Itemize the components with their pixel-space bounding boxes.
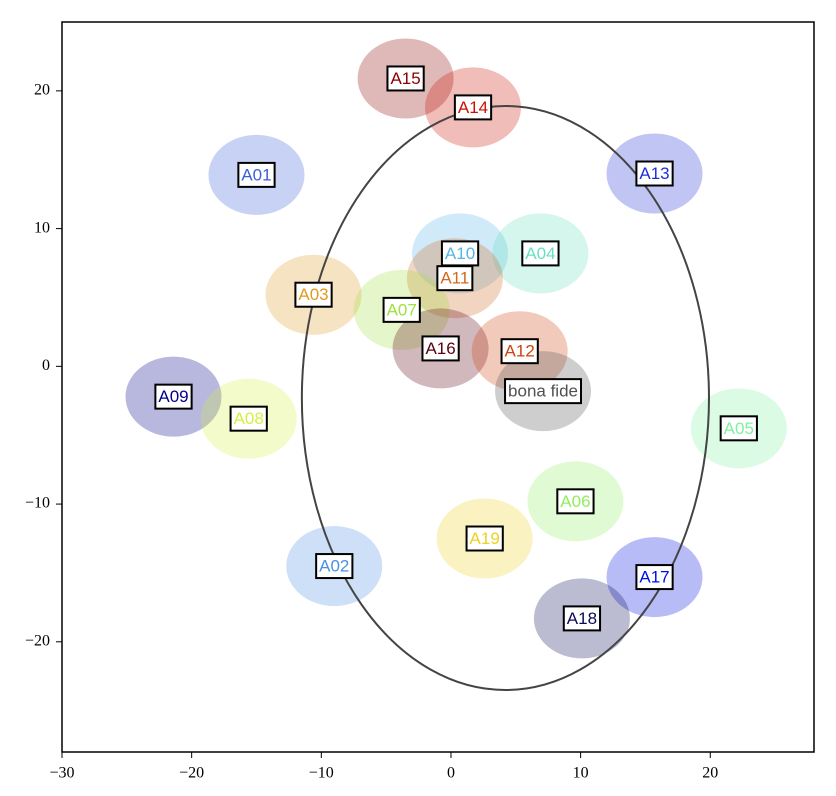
y-tick-label: 10 xyxy=(34,219,50,236)
label-box xyxy=(500,338,539,365)
label-text: A04 xyxy=(525,244,555,263)
label-text: A01 xyxy=(241,165,271,184)
y-tick-label: −10 xyxy=(25,495,50,512)
cluster-label: A13 xyxy=(635,160,674,187)
label-text: A16 xyxy=(425,339,455,358)
label-box xyxy=(635,160,674,187)
label-box xyxy=(465,525,504,552)
label-box xyxy=(504,378,582,405)
label-text: A10 xyxy=(445,244,475,263)
x-tick-label: 20 xyxy=(702,765,718,782)
label-text: A05 xyxy=(724,419,754,438)
bona-fide-ellipse xyxy=(300,105,710,692)
label-text: A02 xyxy=(319,557,349,576)
plot-frame xyxy=(61,21,815,753)
cluster-label: A16 xyxy=(421,335,460,362)
cluster-label: A03 xyxy=(294,281,333,308)
x-tick-label: −20 xyxy=(179,765,204,782)
label-text: A13 xyxy=(639,164,669,183)
cluster-label: A04 xyxy=(521,240,560,267)
label-box xyxy=(237,161,276,188)
label-box xyxy=(229,405,268,432)
label-text: A03 xyxy=(298,285,328,304)
label-text: A19 xyxy=(470,529,500,548)
cluster-label: A06 xyxy=(556,488,595,515)
label-text: A14 xyxy=(458,98,488,117)
label-text: A08 xyxy=(234,409,264,428)
x-tick-label: 10 xyxy=(573,765,589,782)
x-tick-label: −30 xyxy=(49,765,74,782)
label-text: A15 xyxy=(390,69,420,88)
label-box xyxy=(294,281,333,308)
x-tick-label: 0 xyxy=(447,765,455,782)
cluster-label: bona fide xyxy=(504,378,582,405)
label-text: A06 xyxy=(560,492,590,511)
label-box xyxy=(154,383,193,410)
label-box xyxy=(386,65,425,92)
label-box xyxy=(382,296,421,323)
cluster-label: A05 xyxy=(719,415,758,442)
label-text: A09 xyxy=(158,387,188,406)
cluster-label: A17 xyxy=(635,564,674,591)
label-box xyxy=(436,265,474,292)
cluster-label: A09 xyxy=(154,383,193,410)
y-tick-label: 20 xyxy=(34,82,50,99)
label-text: A17 xyxy=(639,568,669,587)
cluster-label: A14 xyxy=(453,94,493,121)
cluster-label: A02 xyxy=(315,553,354,580)
cluster-label: A18 xyxy=(562,605,602,632)
x-tick-label: −10 xyxy=(309,765,334,782)
label-box xyxy=(453,94,493,121)
label-text: A12 xyxy=(505,342,535,361)
label-box xyxy=(421,335,460,362)
label-box xyxy=(521,240,560,267)
cluster-label: A12 xyxy=(500,338,539,365)
cluster-label: A19 xyxy=(465,525,504,552)
label-text: A07 xyxy=(387,300,417,319)
cluster-label: A15 xyxy=(386,65,425,92)
y-tick-label: 0 xyxy=(42,357,50,374)
cluster-label: A07 xyxy=(382,296,421,323)
label-text: A18 xyxy=(567,609,597,628)
label-box xyxy=(562,605,602,632)
label-text: A11 xyxy=(440,269,469,288)
cluster-label: A08 xyxy=(229,405,268,432)
label-box xyxy=(556,488,595,515)
label-box xyxy=(719,415,758,442)
y-tick-label: −20 xyxy=(25,632,50,649)
label-box xyxy=(635,564,674,591)
cluster-label: A11 xyxy=(436,265,474,292)
cluster-label: A01 xyxy=(237,161,276,188)
cluster-label: A10 xyxy=(440,240,480,267)
label-box xyxy=(315,553,354,580)
label-text: bona fide xyxy=(508,382,578,401)
